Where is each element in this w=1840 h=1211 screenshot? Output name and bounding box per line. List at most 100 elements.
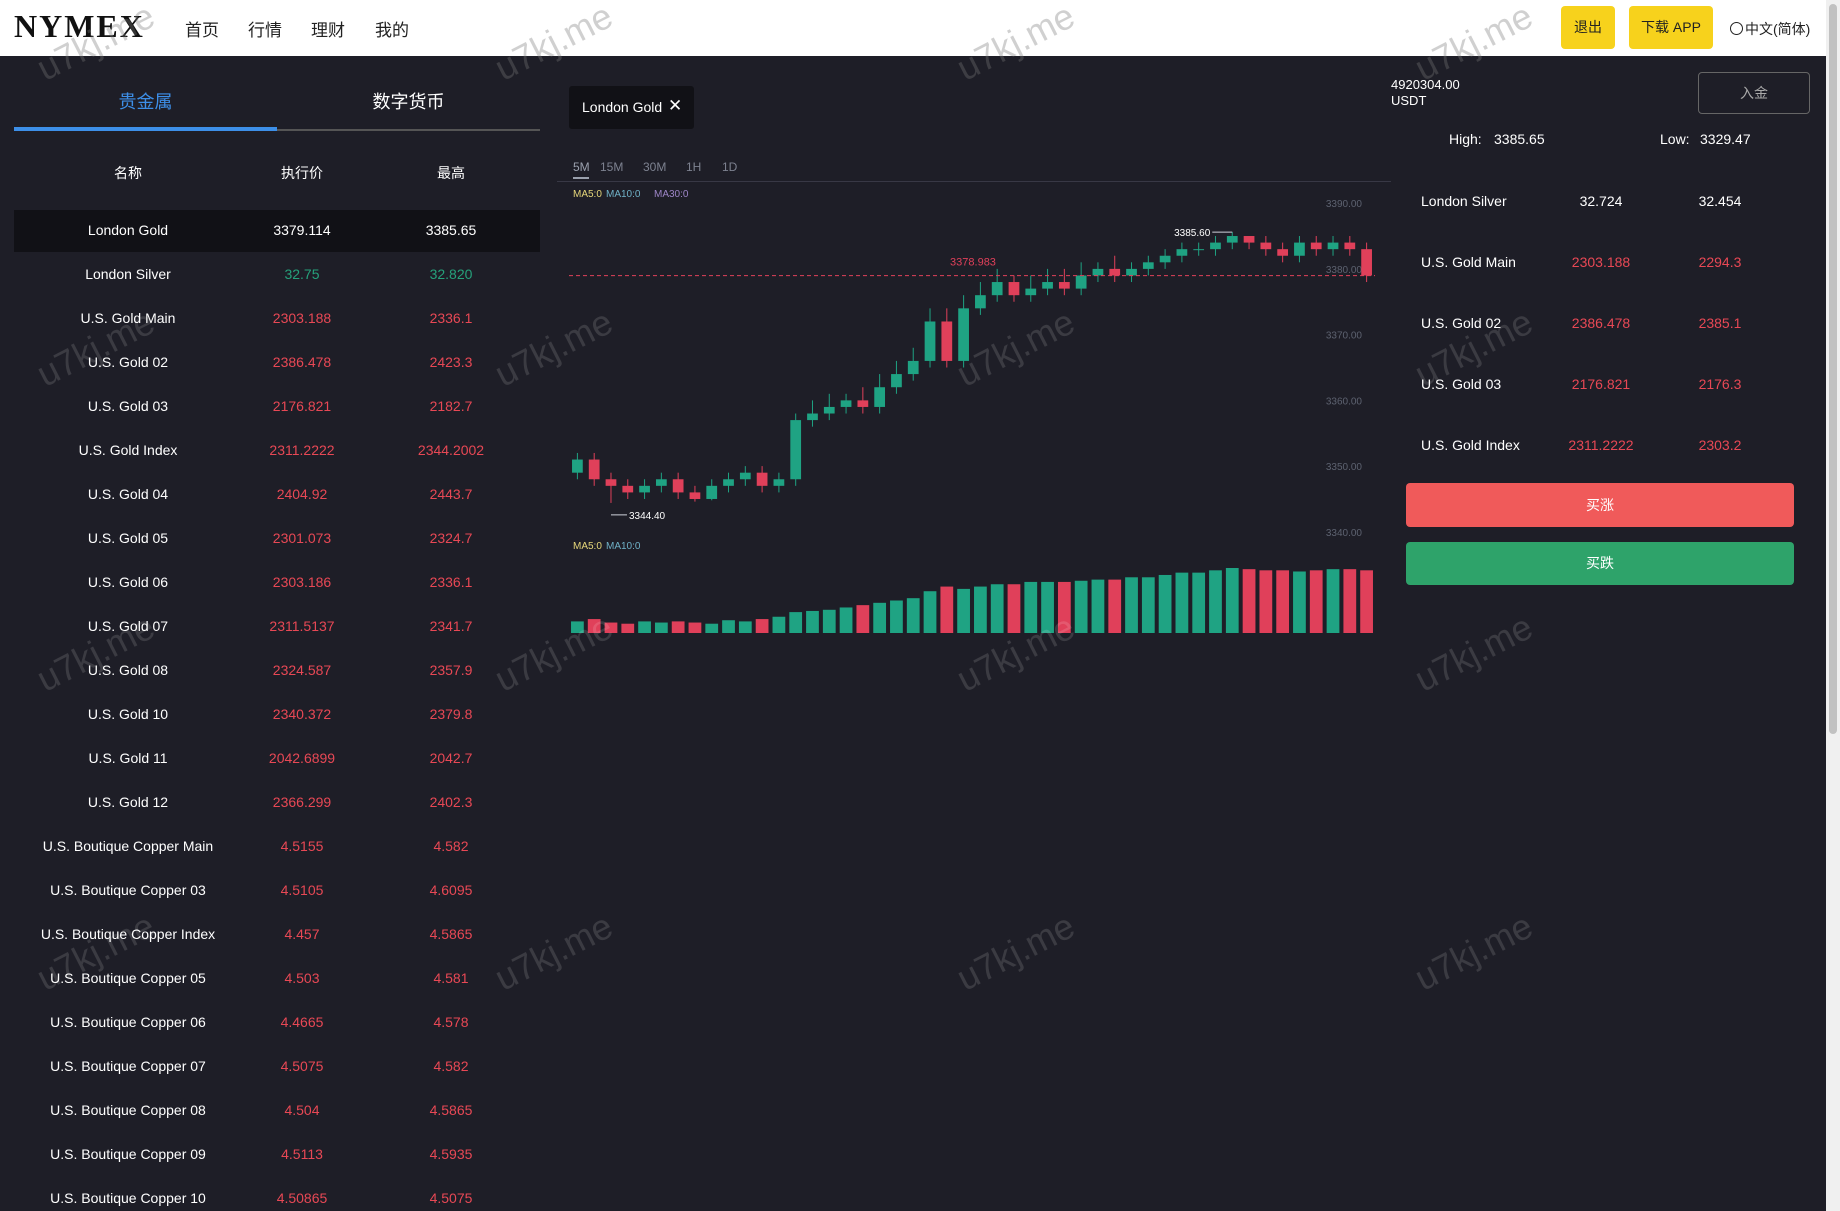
market-value: 4.457 bbox=[284, 926, 320, 942]
market-name[interactable]: U.S. Gold Index bbox=[78, 442, 178, 458]
volume-bar bbox=[806, 610, 819, 633]
volume-bar bbox=[1041, 581, 1054, 633]
candle-body bbox=[1361, 249, 1372, 276]
market-name[interactable]: U.S. Gold 06 bbox=[87, 574, 169, 590]
quote-value: 32.454 bbox=[1698, 193, 1742, 209]
volume-bar bbox=[839, 607, 853, 633]
volume-bar bbox=[638, 621, 651, 633]
watermark: u7kj.me bbox=[950, 300, 1081, 395]
market-name[interactable]: U.S. Gold 10 bbox=[87, 706, 169, 722]
candle-body bbox=[655, 479, 667, 486]
candle-body bbox=[840, 400, 852, 407]
volume-bar bbox=[1057, 581, 1071, 633]
quote-value: 32.724 bbox=[1579, 193, 1623, 209]
market-name[interactable]: U.S. Boutique Copper Index bbox=[40, 926, 216, 942]
volume-bar bbox=[722, 620, 735, 633]
quote-name[interactable]: U.S. Gold Index bbox=[1421, 437, 1520, 453]
y-tick-label: 3370.00 bbox=[1326, 331, 1363, 342]
interval-tab[interactable]: 1D bbox=[722, 160, 738, 174]
candle-body bbox=[773, 479, 785, 486]
market-name[interactable]: U.S. Boutique Copper 06 bbox=[50, 1014, 206, 1030]
market-value: 32.820 bbox=[429, 266, 473, 282]
interval-tab[interactable]: 1H bbox=[686, 160, 702, 174]
market-name[interactable]: U.S. Boutique Copper 10 bbox=[50, 1190, 206, 1206]
y-tick-label: 3340.00 bbox=[1326, 528, 1363, 539]
buy-up-button[interactable]: 买涨 bbox=[1406, 483, 1794, 527]
market-value: 32.75 bbox=[284, 266, 320, 282]
tab-active-underline bbox=[14, 127, 277, 131]
quote-name[interactable]: U.S. Gold 02 bbox=[1421, 315, 1502, 331]
market-name[interactable]: U.S. Gold Main bbox=[80, 310, 176, 326]
market-value: 2366.299 bbox=[272, 794, 332, 810]
candle-body bbox=[1058, 282, 1070, 289]
market-name[interactable]: U.S. Boutique Copper 05 bbox=[50, 970, 206, 986]
nav-link[interactable]: 首页 bbox=[185, 21, 219, 40]
candle-body bbox=[1126, 268, 1137, 276]
market-value: 3385.65 bbox=[425, 222, 477, 238]
market-name[interactable]: U.S. Boutique Copper 03 bbox=[50, 882, 206, 898]
volume-bar bbox=[1192, 572, 1206, 633]
market-value: 4.504 bbox=[284, 1102, 320, 1118]
market-name[interactable]: London Silver bbox=[85, 266, 171, 282]
symbol-tab[interactable] bbox=[569, 86, 694, 129]
language-select[interactable]: 中文(简体) bbox=[1745, 21, 1811, 37]
tab[interactable]: 数字货币 bbox=[372, 92, 445, 112]
volume-bar bbox=[1209, 570, 1222, 633]
market-value: 2340.372 bbox=[272, 706, 332, 722]
interval-tab[interactable]: 5M bbox=[573, 160, 590, 174]
volume-bar bbox=[654, 622, 668, 633]
candle-body bbox=[1277, 249, 1289, 256]
tab[interactable]: 贵金属 bbox=[118, 92, 173, 112]
market-value: 2042.6899 bbox=[268, 750, 336, 766]
volume-bar bbox=[772, 616, 786, 633]
candle-body bbox=[807, 413, 818, 421]
y-tick-label: 3350.00 bbox=[1326, 462, 1363, 473]
quote-name[interactable]: London Silver bbox=[1421, 193, 1507, 209]
watermark: u7kj.me bbox=[950, 605, 1081, 700]
quote-name[interactable]: U.S. Gold 03 bbox=[1421, 376, 1502, 392]
market-name[interactable]: U.S. Gold 11 bbox=[88, 750, 168, 766]
header bbox=[0, 0, 1826, 56]
y-tick-label: 3390.00 bbox=[1326, 199, 1363, 210]
market-name[interactable]: U.S. Boutique Copper 08 bbox=[50, 1102, 206, 1118]
volume-bar bbox=[705, 623, 719, 633]
scrollbar-thumb[interactable] bbox=[1829, 4, 1837, 734]
market-name[interactable]: London Gold bbox=[87, 222, 169, 238]
quote-value: 2294.3 bbox=[1698, 254, 1742, 270]
buy-down-button[interactable]: 买跌 bbox=[1406, 542, 1794, 585]
nav-link[interactable]: 理财 bbox=[311, 21, 345, 40]
market-name[interactable]: U.S. Gold 07 bbox=[87, 618, 169, 634]
nav-link[interactable]: 行情 bbox=[248, 21, 282, 40]
nav-link[interactable]: 我的 bbox=[375, 21, 409, 40]
market-name[interactable]: U.S. Boutique Copper Main bbox=[42, 838, 214, 854]
candle-body bbox=[891, 374, 902, 388]
candle-body bbox=[639, 485, 650, 493]
market-name[interactable]: U.S. Gold 02 bbox=[87, 354, 169, 370]
market-name[interactable]: U.S. Boutique Copper 09 bbox=[50, 1146, 206, 1162]
market-value: 4.578 bbox=[433, 1014, 469, 1030]
market-name[interactable]: U.S. Gold 08 bbox=[87, 662, 169, 678]
volume-bar bbox=[587, 619, 601, 633]
market-value: 4.50865 bbox=[276, 1190, 328, 1206]
market-name[interactable]: U.S. Gold 12 bbox=[87, 794, 169, 810]
candle-body bbox=[723, 479, 734, 486]
market-name[interactable]: U.S. Gold 05 bbox=[87, 530, 169, 546]
symbol-tab-label: London Gold bbox=[582, 99, 663, 115]
candle-body bbox=[672, 479, 684, 493]
quote-name[interactable]: U.S. Gold Main bbox=[1421, 254, 1516, 270]
market-name[interactable]: U.S. Gold 04 bbox=[87, 486, 169, 502]
ma-label: MA10:0 bbox=[606, 189, 641, 200]
market-name[interactable]: U.S. Gold 03 bbox=[87, 398, 169, 414]
market-name[interactable]: U.S. Boutique Copper 07 bbox=[50, 1058, 206, 1074]
interval-tab[interactable]: 30M bbox=[643, 160, 667, 174]
market-value: 4.6095 bbox=[429, 882, 473, 898]
close-icon: ✕ bbox=[668, 96, 683, 115]
candle-body bbox=[756, 472, 768, 486]
logout-button[interactable]: 退出 bbox=[1561, 6, 1615, 49]
tab-underline bbox=[14, 129, 540, 131]
deposit-button[interactable]: 入金 bbox=[1698, 72, 1810, 114]
interval-tab[interactable]: 15M bbox=[600, 160, 624, 174]
volume-bar bbox=[1360, 570, 1373, 633]
volume-bar bbox=[688, 622, 702, 633]
download-button[interactable]: 下载 APP bbox=[1629, 6, 1713, 49]
